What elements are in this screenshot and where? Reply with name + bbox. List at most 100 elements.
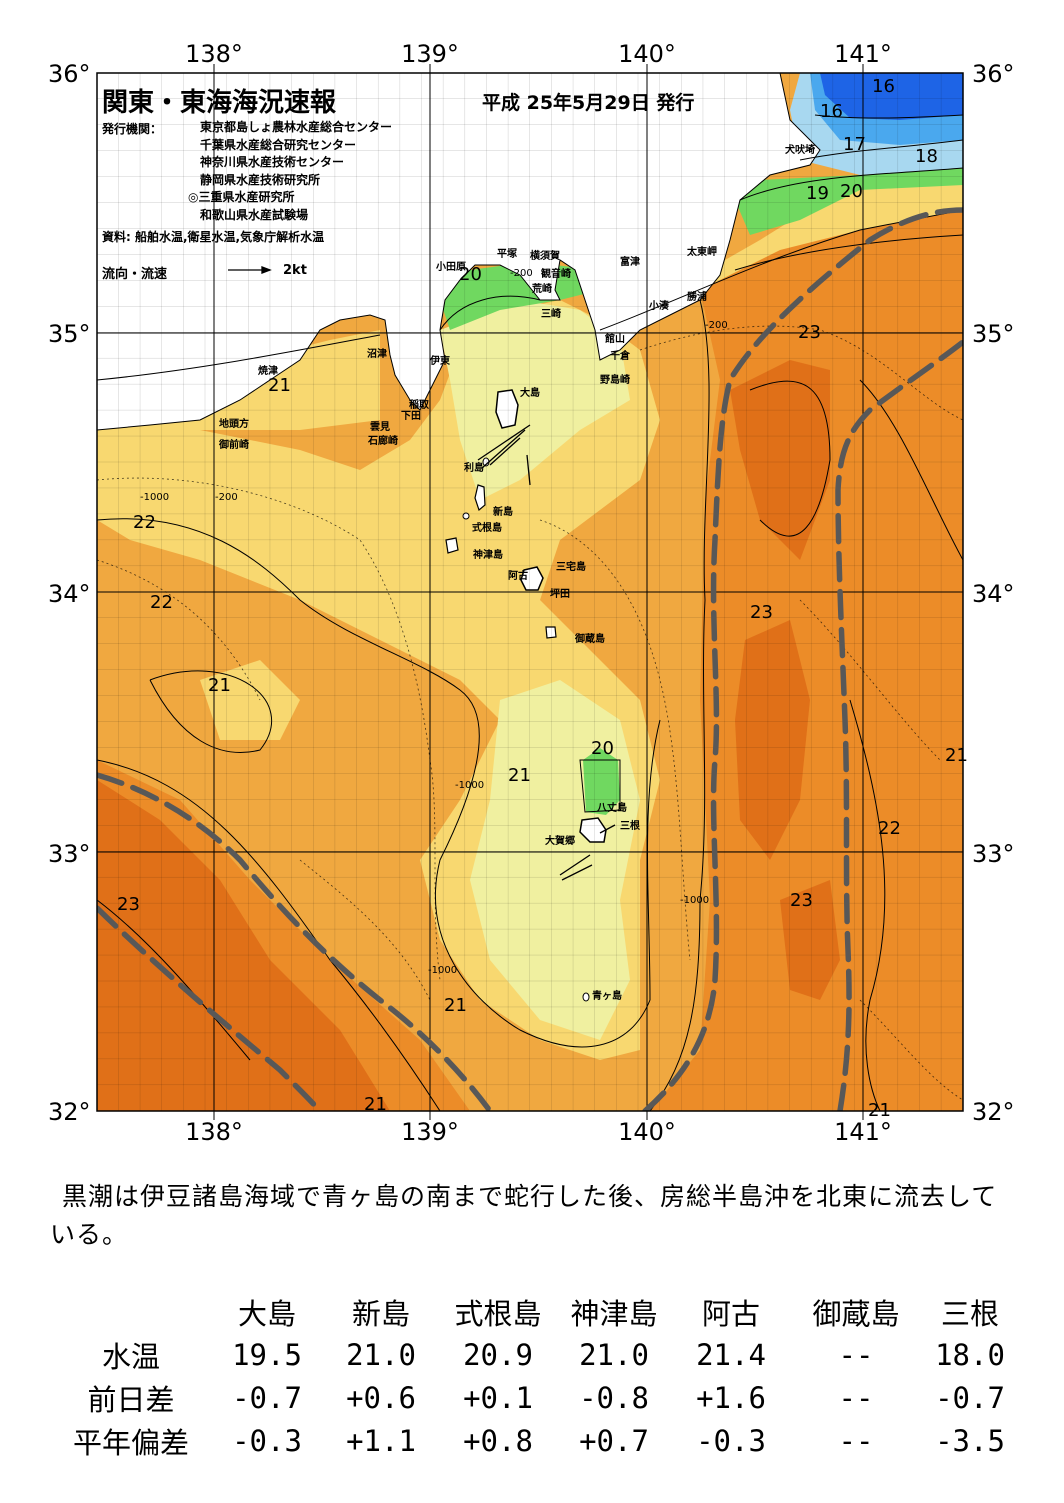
isotherm-label: 17 — [843, 134, 866, 155]
place-label: 焼津 — [258, 366, 278, 377]
current-legend-scale: 2kt — [283, 263, 307, 278]
table-cell: 18.0 — [935, 1337, 1005, 1372]
publisher-item: 神奈川県水産技術センター — [200, 155, 345, 169]
table-cell: 20.9 — [463, 1337, 533, 1372]
place-label: 館山 — [605, 334, 625, 345]
isotherm-label: 21 — [208, 675, 231, 696]
summary-text: 黒潮は伊豆諸島海域で青ヶ島の南まで蛇行した後、房総半島沖を北東に流去している。 — [50, 1182, 998, 1249]
isotherm-label: 23 — [750, 602, 773, 623]
table-cell: 19.5 — [232, 1337, 302, 1372]
table-cell: -0.7 — [232, 1380, 302, 1415]
isotherm-label: 16 — [820, 101, 843, 122]
lon-label-141-top: 141° — [834, 40, 892, 68]
lat-label-32-right: 32° — [972, 1098, 1015, 1126]
place-label: 富津 — [620, 257, 640, 268]
place-label: 太東岬 — [687, 247, 717, 258]
table-cell: -- — [838, 1423, 874, 1458]
table-row: 平年偏差 -0.3 +1.1 +0.8 +0.7 -0.3 -- -3.5 — [50, 1419, 1018, 1462]
place-label: 千倉 — [610, 351, 630, 362]
row-header: 平年偏差 — [72, 1425, 189, 1460]
publisher-label: 発行機関： — [102, 122, 163, 136]
column-header: 新島 — [351, 1296, 410, 1331]
lon-label-140-top: 140° — [618, 40, 676, 68]
place-label: 三崎 — [541, 309, 561, 320]
place-label: 下田 — [401, 411, 421, 422]
depth-label: -1000 — [680, 895, 710, 906]
table-header-row: 大島 新島 式根島 神津島 阿古 御蔵島 三根 — [50, 1290, 1018, 1333]
depth-label: -1000 — [140, 492, 170, 503]
place-label: 三宅島 — [556, 562, 586, 573]
place-label: 坪田 — [550, 589, 570, 600]
isotherm-label: 21 — [508, 765, 531, 786]
place-label: 新島 — [493, 507, 513, 518]
publisher-item: 静岡県水産技術研究所 — [200, 172, 321, 187]
table-cell: 21.4 — [696, 1337, 766, 1372]
lon-label-141-bottom: 141° — [834, 1118, 892, 1146]
table-cell: +1.1 — [346, 1423, 416, 1458]
report-date: 平成 25年5月29日 発行 — [482, 92, 695, 114]
column-header: 三根 — [940, 1296, 999, 1331]
table-cell: 21.0 — [579, 1337, 649, 1372]
isotherm-label: 18 — [915, 146, 938, 167]
place-label: 神津島 — [473, 550, 503, 561]
lon-label-139-bottom: 139° — [401, 1118, 459, 1146]
depth-label: -1000 — [428, 965, 458, 976]
isotherm-label: 20 — [459, 264, 482, 285]
place-label: 伊東 — [430, 356, 450, 367]
isotherm-label: 21 — [364, 1094, 387, 1115]
observation-table: 大島 新島 式根島 神津島 阿古 御蔵島 三根 水温 19.5 21.0 20.… — [50, 1290, 1018, 1462]
lat-label-34-right: 34° — [972, 580, 1015, 608]
place-label: 青ヶ島 — [592, 991, 622, 1002]
place-label: 荒崎 — [532, 284, 552, 295]
lat-label-36-right: 36° — [972, 60, 1015, 88]
column-header: 神津島 — [570, 1296, 658, 1331]
lon-label-138-bottom: 138° — [185, 1118, 243, 1146]
kuroshio-axis — [97, 207, 963, 1111]
isotherm-label: 20 — [591, 738, 614, 759]
lat-label-34-left: 34° — [48, 580, 91, 608]
publisher-list: 東京都島しょ農林水産総合センター 千葉県水産総合研究センター 神奈川県水産技術セ… — [188, 119, 393, 224]
depth-label: -200 — [510, 268, 533, 279]
table-cell: +0.1 — [463, 1380, 533, 1415]
place-label: 大賀郷 — [545, 836, 575, 847]
table-cell: -0.8 — [579, 1380, 649, 1415]
column-header: 式根島 — [454, 1296, 542, 1331]
isotherm-label: 23 — [790, 890, 813, 911]
row-header: 水温 — [101, 1339, 160, 1374]
publisher-item: 東京都島しょ農林水産総合センター — [200, 120, 393, 134]
lat-label-35-right: 35° — [972, 320, 1015, 348]
place-label: 雲見 — [370, 422, 390, 433]
isotherm-label: 22 — [133, 512, 156, 533]
isotherm-label: 21 — [268, 375, 291, 396]
isotherm-label: 23 — [798, 322, 821, 343]
lat-label-36-left: 36° — [48, 60, 91, 88]
place-label: 小田原 — [436, 262, 466, 273]
place-label: 大島 — [520, 388, 540, 399]
place-label: 小湊 — [649, 301, 669, 312]
table-cell: +1.6 — [696, 1380, 766, 1415]
place-label: 観音崎 — [541, 269, 571, 280]
place-label: 八丈島 — [597, 803, 627, 814]
row-header: 前日差 — [87, 1382, 175, 1417]
lat-label-33-right: 33° — [972, 840, 1015, 868]
depth-label: -1000 — [455, 780, 485, 791]
depth-label: -200 — [705, 320, 728, 331]
place-label: 犬吠埼 — [785, 145, 815, 156]
table-cell: -0.7 — [935, 1380, 1005, 1415]
place-label: 稲取 — [409, 400, 429, 411]
table-cell: -- — [838, 1380, 874, 1415]
report-title: 関東・東海海況速報 — [102, 88, 337, 118]
isotherm-label: 23 — [117, 894, 140, 915]
table-cell: +0.6 — [346, 1380, 416, 1415]
table-cell: -3.5 — [935, 1423, 1005, 1458]
place-label: 沼津 — [367, 349, 387, 360]
lat-label-32-left: 32° — [48, 1098, 91, 1126]
publisher-item: 千葉県水産総合研究センター — [200, 137, 357, 152]
isotherm-label: 20 — [840, 181, 863, 202]
isotherm-label: 22 — [150, 592, 173, 613]
table-cell: 21.0 — [346, 1337, 416, 1372]
table-cell: +0.7 — [579, 1423, 649, 1458]
table-cell: -- — [838, 1337, 874, 1372]
place-label: 三根 — [620, 821, 640, 832]
place-label: 勝浦 — [687, 292, 707, 303]
